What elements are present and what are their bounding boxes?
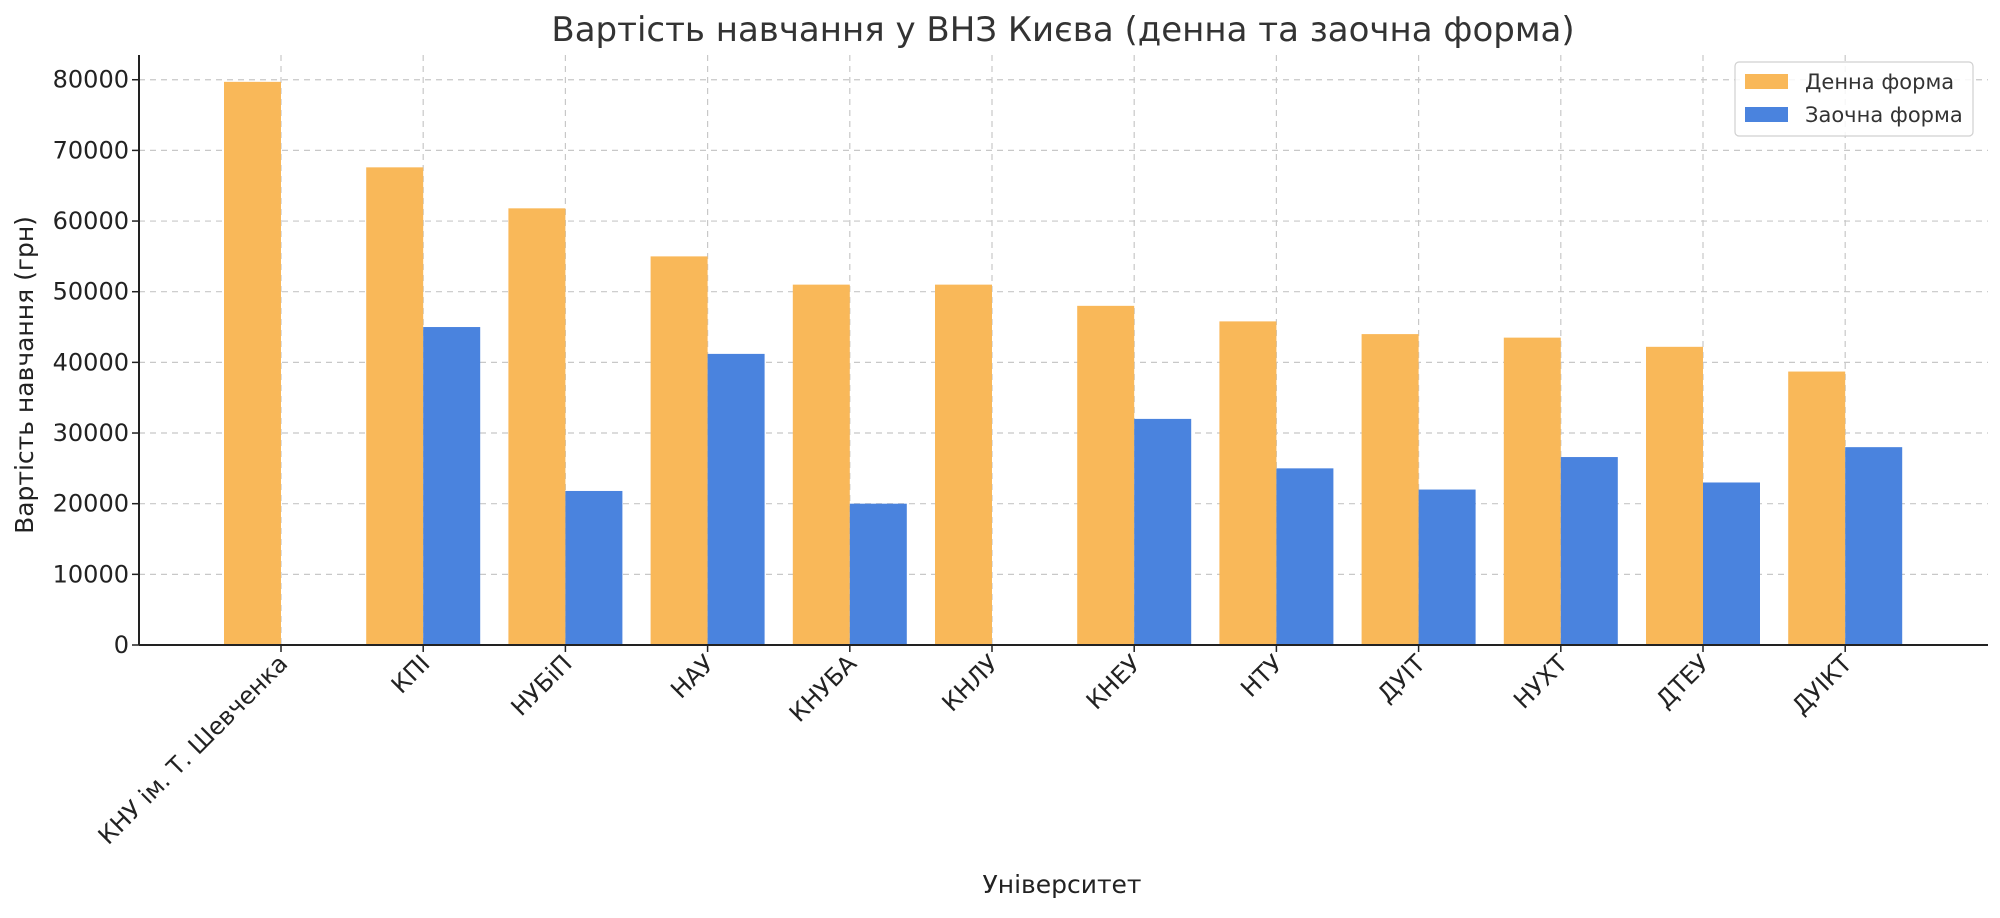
x-tick-label: КНУБА — [784, 649, 863, 728]
bar-zaochna-8 — [1418, 489, 1476, 645]
bar-denna-6 — [1077, 305, 1135, 645]
bar-zaochna-10 — [1703, 482, 1760, 645]
bar-denna-5 — [935, 284, 992, 645]
x-tick-label: КНУ ім. Т. Шевченка — [93, 649, 294, 850]
x-tick-label: НТУ — [1235, 649, 1289, 703]
bar-zaochna-7 — [1276, 468, 1334, 645]
bar-zaochna-1 — [423, 327, 481, 645]
bar-zaochna-2 — [565, 490, 623, 645]
bar-zaochna-6 — [1134, 418, 1192, 645]
bar-zaochna-3 — [707, 353, 765, 645]
y-tick-label: 20000 — [53, 490, 129, 518]
legend-swatch-1 — [1745, 107, 1788, 122]
x-axis-title: Університет — [982, 870, 1141, 899]
bar-denna-0 — [224, 81, 281, 646]
x-tick-label: КПІ — [386, 649, 436, 699]
legend-swatch-0 — [1745, 74, 1788, 89]
bar-denna-4 — [792, 284, 850, 645]
x-tick-label: ДТЕУ — [1651, 649, 1716, 714]
bar-zaochna-4 — [849, 503, 907, 645]
y-tick-label: 0 — [114, 631, 129, 659]
x-tick-label: НУХТ — [1508, 649, 1573, 714]
bar-denna-11 — [1788, 371, 1846, 645]
bar-denna-2 — [508, 208, 566, 645]
bar-zaochna-9 — [1560, 457, 1618, 645]
x-tick-label: НУБіП — [506, 649, 578, 721]
bar-denna-3 — [650, 256, 708, 645]
legend-label-1: Заочна форма — [1805, 103, 1963, 127]
y-axis-title: Вартість навчання (грн) — [10, 216, 39, 534]
legend-box — [1734, 61, 1974, 137]
x-tick-label: ДУІТ — [1372, 649, 1431, 708]
y-tick-label: 10000 — [53, 560, 129, 588]
bar-denna-1 — [366, 167, 424, 646]
bar-zaochna-11 — [1845, 447, 1903, 645]
y-tick-label: 50000 — [53, 278, 129, 306]
y-tick-label: 60000 — [53, 207, 129, 235]
bar-denna-10 — [1646, 346, 1703, 645]
x-tick-label: НАУ — [665, 649, 720, 704]
bar-denna-7 — [1219, 321, 1277, 645]
bar-denna-9 — [1503, 337, 1561, 645]
x-tick-label: КНЕУ — [1081, 649, 1147, 715]
x-tick-label: ДУІКТ — [1787, 649, 1858, 720]
bar-denna-8 — [1361, 334, 1419, 645]
y-tick-label: 80000 — [53, 66, 129, 94]
y-tick-label: 40000 — [53, 348, 129, 376]
y-tick-label: 30000 — [53, 419, 129, 447]
x-tick-label: КНЛУ — [937, 649, 1005, 717]
legend-label-0: Денна форма — [1805, 70, 1954, 94]
chart-title: Вартість навчання у ВНЗ Києва (денна та … — [551, 10, 1574, 50]
y-tick-label: 70000 — [53, 136, 129, 164]
